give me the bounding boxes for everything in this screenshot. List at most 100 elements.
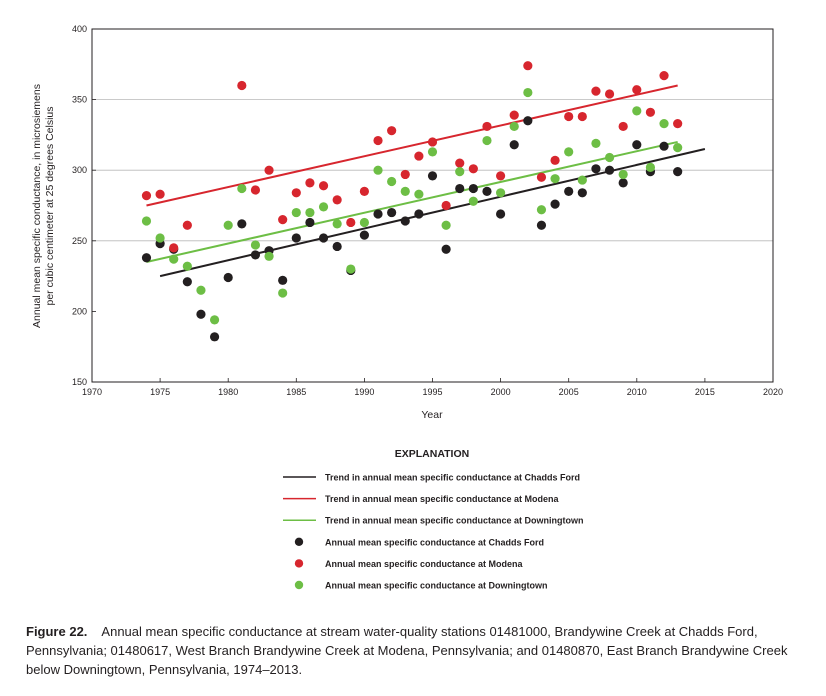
- point-downingtown-1988: [332, 219, 342, 229]
- point-downingtown-1985: [291, 207, 301, 218]
- point-modena-2011: [645, 107, 656, 117]
- point-modena-1994: [414, 151, 424, 161]
- x-tick-label-1985: 1985: [286, 387, 306, 397]
- point-downingtown-2012: [659, 119, 669, 129]
- x-tick-label-2005: 2005: [559, 387, 579, 397]
- data-points: [141, 61, 683, 342]
- legend-swatch-modena-dot: [294, 559, 304, 568]
- point-chadds-2008: [604, 165, 615, 175]
- point-modena-1987: [318, 181, 329, 191]
- point-downingtown-2008: [604, 152, 615, 163]
- legend-label-downingtown-dot: Annual mean specific conductance at Down…: [325, 581, 548, 591]
- point-downingtown-1993: [400, 186, 410, 196]
- point-downingtown-1987: [318, 202, 329, 212]
- point-chadds-2006: [577, 188, 587, 198]
- point-chadds-2010: [632, 140, 642, 150]
- y-axis-title-line-2: per cubic centimeter at 25 degrees Celsi…: [44, 106, 56, 305]
- point-chadds-1998: [468, 183, 478, 194]
- x-tick-label-1995: 1995: [422, 387, 442, 397]
- chart: 1970 1975 1980 1985 1990 1995 2000 2005 2010 2015…: [31, 24, 783, 591]
- figure-number: Figure 22.: [26, 624, 88, 639]
- point-modena-1993: [400, 169, 410, 180]
- point-downingtown-2007: [591, 138, 601, 148]
- point-chadds-1996: [441, 244, 451, 254]
- point-downingtown-1991: [373, 165, 383, 175]
- x-tick-label-2000: 2000: [491, 387, 511, 397]
- point-chadds-1980: [223, 272, 233, 283]
- point-chadds-2012: [659, 141, 669, 151]
- point-downingtown-1986: [305, 207, 315, 218]
- point-downingtown-1978: [196, 285, 206, 295]
- point-modena-1992: [387, 126, 397, 136]
- point-chadds-1990: [359, 230, 369, 240]
- point-downingtown-1999: [482, 135, 492, 146]
- point-chadds-1999: [482, 186, 492, 196]
- x-tick-label-2015: 2015: [695, 387, 715, 397]
- legend-label-downingtown-line: Trend in annual mean specific conductanc…: [325, 516, 584, 526]
- point-chadds-1991: [373, 209, 383, 219]
- point-downingtown-1982: [250, 240, 261, 250]
- point-chadds-1982: [250, 250, 261, 260]
- legend-label-modena-dot: Annual mean specific conductance at Mode…: [325, 559, 524, 569]
- point-modena-2004: [550, 155, 560, 165]
- point-chadds-2002: [523, 116, 533, 126]
- plot-frame: [91, 28, 774, 383]
- point-downingtown-2006: [577, 175, 587, 185]
- point-downingtown-1975: [155, 233, 165, 243]
- point-downingtown-2013: [673, 143, 683, 153]
- point-chadds-1992: [387, 207, 397, 218]
- point-downingtown-2001: [509, 121, 519, 132]
- legend-swatch-chadds-dot: [294, 537, 304, 546]
- point-downingtown-2004: [550, 174, 560, 184]
- point-downingtown-1997: [455, 167, 465, 177]
- point-modena-1989: [346, 217, 356, 228]
- point-chadds-2004: [550, 199, 560, 209]
- point-downingtown-1998: [468, 196, 478, 206]
- point-chadds-1987: [318, 233, 329, 243]
- point-chadds-1995: [427, 171, 438, 181]
- point-downingtown-2000: [496, 188, 506, 198]
- point-modena-1986: [305, 178, 315, 188]
- point-chadds-1994: [414, 209, 424, 219]
- point-chadds-2007: [591, 164, 601, 174]
- point-downingtown-1996: [441, 220, 451, 230]
- point-modena-1984: [278, 215, 288, 225]
- point-modena-1974: [141, 191, 152, 201]
- point-modena-2002: [523, 61, 533, 71]
- point-modena-1998: [468, 164, 478, 174]
- figure-caption: Figure 22. Annual mean specific conductan…: [26, 622, 806, 679]
- point-chadds-1993: [400, 216, 410, 226]
- trend-line-chadds: [159, 148, 706, 278]
- point-downingtown-1989: [346, 264, 356, 274]
- x-tick-label-2020: 2020: [763, 387, 783, 397]
- point-downingtown-1979: [209, 315, 220, 325]
- point-downingtown-2002: [523, 87, 533, 98]
- point-modena-1997: [455, 158, 465, 168]
- point-modena-1976: [169, 243, 179, 253]
- trend-line-downingtown: [146, 140, 678, 263]
- y-axis-title-line-1: Annual mean specific conductance, in mic…: [31, 84, 43, 328]
- trend-line-modena: [146, 84, 678, 207]
- point-chadds-2001: [509, 140, 519, 150]
- point-downingtown-1981: [237, 183, 247, 194]
- point-modena-1977: [182, 220, 192, 230]
- point-modena-1990: [359, 186, 369, 196]
- point-modena-2007: [591, 86, 601, 96]
- legend-label-modena-line: Trend in annual mean specific conductanc…: [325, 494, 560, 504]
- caption-text: Annual mean specific conductance at stre…: [26, 624, 788, 677]
- point-downingtown-2009: [618, 169, 628, 180]
- point-chadds-1981: [237, 219, 247, 229]
- point-downingtown-1990: [359, 217, 369, 228]
- point-downingtown-1980: [223, 220, 233, 230]
- y-tick-label-350: 350: [72, 95, 87, 105]
- point-modena-2008: [604, 89, 615, 99]
- point-chadds-1978: [196, 309, 206, 319]
- point-chadds-1979: [209, 332, 220, 342]
- point-chadds-1984: [278, 275, 288, 285]
- point-downingtown-1994: [414, 189, 424, 199]
- point-modena-1988: [332, 195, 342, 205]
- legend-label-chadds-line: Trend in annual mean specific conductanc…: [325, 473, 580, 483]
- legend: Trend in annual mean specific conductanc…: [283, 473, 584, 591]
- point-modena-2006: [577, 111, 587, 122]
- point-modena-2012: [659, 70, 669, 81]
